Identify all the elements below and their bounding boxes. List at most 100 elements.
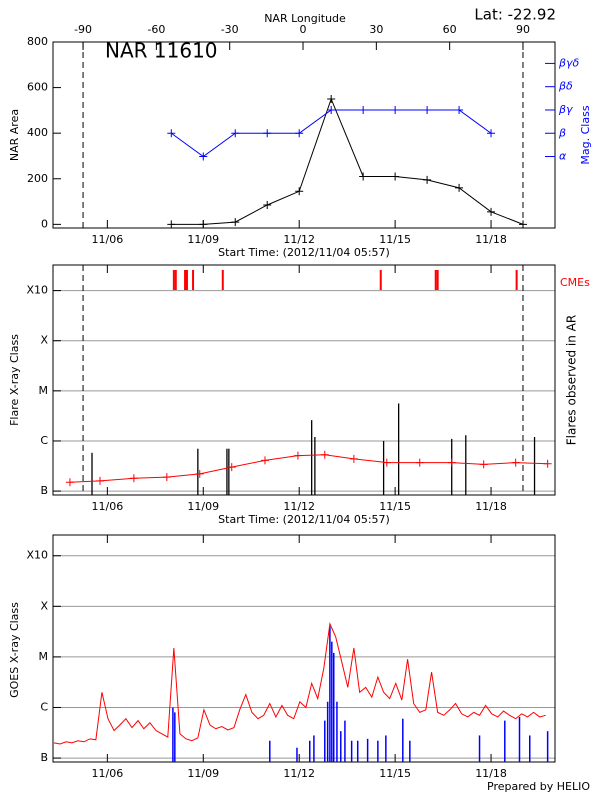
point-marker — [199, 220, 208, 229]
x-axis-label: Start Time: (2012/11/04 05:57) — [218, 513, 390, 526]
plot-frame — [52, 41, 556, 229]
point-marker — [359, 172, 368, 181]
point-marker — [167, 220, 176, 229]
y-tick-label: M — [39, 384, 49, 397]
x-tick-label: 11/18 — [475, 233, 507, 246]
plot-frame — [52, 534, 556, 763]
trend-marker — [65, 478, 74, 487]
trend-marker — [162, 473, 171, 482]
cme-label: CMEs — [560, 276, 590, 289]
y-tick-label: 800 — [27, 35, 48, 48]
trend-marker — [479, 460, 488, 469]
point-marker — [263, 200, 272, 209]
y-tick-label: C — [40, 434, 48, 447]
y2-tick-label: βδ — [558, 80, 573, 93]
x-tick-label: 11/12 — [283, 767, 315, 780]
x-tick-label: 11/12 — [283, 500, 315, 513]
y2-axis-label: Flares observed in AR — [565, 315, 579, 445]
y-tick-label: B — [40, 484, 48, 497]
point-marker — [263, 129, 272, 138]
trend-marker — [447, 458, 456, 467]
point-marker — [327, 105, 336, 114]
point-marker — [167, 129, 176, 138]
x-tick-label: 11/09 — [187, 500, 219, 513]
point-marker — [487, 207, 496, 216]
y2-axis-label: Mag. Class — [579, 105, 592, 164]
x-tick-label: 11/06 — [92, 233, 124, 246]
series-line — [171, 97, 524, 225]
trend-marker — [96, 476, 105, 485]
trend-marker — [260, 456, 269, 465]
y-tick-label: X — [40, 599, 48, 612]
point-marker — [487, 129, 496, 138]
y-tick-label: C — [40, 700, 48, 713]
x-tick-label: 11/09 — [187, 767, 219, 780]
point-marker — [231, 129, 240, 138]
latitude: Lat: -22.92 — [474, 6, 556, 24]
trend-line — [69, 454, 548, 483]
y2-tick-label: α — [559, 150, 567, 163]
trend-marker — [543, 459, 552, 468]
point-marker — [423, 105, 432, 114]
x-tick-label: 11/12 — [283, 233, 315, 246]
point-marker — [359, 105, 368, 114]
y2-tick-label: β — [558, 126, 566, 139]
trend-marker — [511, 458, 520, 467]
x-tick-label: 11/15 — [379, 500, 411, 513]
y-tick-label: 400 — [27, 126, 48, 139]
x-axis-label: Start Time: (2012/11/04 05:57) — [218, 246, 390, 259]
y-tick-label: X10 — [26, 549, 48, 562]
x-tick-label: 11/15 — [379, 767, 411, 780]
point-marker — [519, 220, 528, 229]
point-marker — [455, 105, 464, 114]
point-marker — [423, 175, 432, 184]
trend-marker — [195, 469, 204, 478]
point-marker — [295, 187, 304, 196]
trend-marker — [320, 450, 329, 459]
point-marker — [295, 129, 304, 138]
x2-tick-label: -30 — [221, 23, 239, 36]
y-axis-label: Flare X-ray Class — [8, 334, 21, 426]
plot-frame — [52, 264, 556, 496]
point-marker — [231, 218, 240, 227]
x-tick-label: 11/06 — [92, 767, 124, 780]
point-marker — [327, 94, 336, 103]
y2-tick-label: βγδ — [558, 56, 580, 69]
y2-tick-label: βγ — [558, 103, 573, 116]
x2-tick-label: 0 — [300, 23, 307, 36]
x2-tick-label: 90 — [516, 23, 530, 36]
y-tick-label: X10 — [26, 284, 48, 297]
trend-marker — [415, 458, 424, 467]
x2-tick-label: -90 — [74, 23, 92, 36]
x-tick-label: 11/06 — [92, 500, 124, 513]
x2-tick-label: 60 — [443, 23, 457, 36]
point-marker — [391, 172, 400, 181]
y-axis-label: NAR Area — [8, 109, 21, 161]
y-tick-label: M — [39, 650, 49, 663]
x-tick-label: 11/18 — [475, 500, 507, 513]
trend-marker — [382, 458, 391, 467]
y-axis-label: GOES X-ray Class — [8, 602, 21, 698]
trend-marker — [129, 474, 138, 483]
trend-marker — [227, 463, 236, 472]
y-tick-label: 0 — [41, 217, 48, 230]
x2-tick-label: -60 — [147, 23, 165, 36]
trend-marker — [293, 451, 302, 460]
x-tick-label: 11/09 — [187, 233, 219, 246]
y-tick-label: 600 — [27, 81, 48, 94]
y-tick-label: 200 — [27, 172, 48, 185]
point-marker — [199, 152, 208, 161]
point-marker — [455, 183, 464, 192]
y-tick-label: B — [40, 751, 48, 764]
x-tick-label: 11/18 — [475, 767, 507, 780]
goes-flux-line — [53, 622, 546, 745]
y-tick-label: X — [40, 334, 48, 347]
x2-tick-label: 30 — [369, 23, 383, 36]
x2-axis-label: NAR Longitude — [264, 12, 346, 25]
x-tick-label: 11/15 — [379, 233, 411, 246]
point-marker — [391, 105, 400, 114]
